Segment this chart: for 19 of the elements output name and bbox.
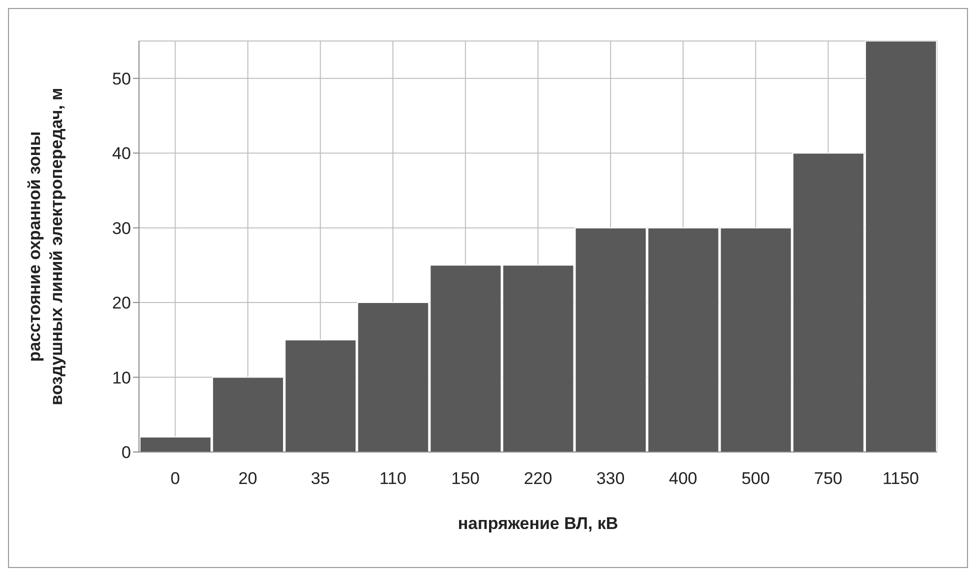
y-tick-label: 30 (112, 218, 131, 238)
x-tick-label: 500 (741, 469, 770, 488)
y-tick-label: 40 (112, 144, 131, 164)
x-tick-label: 330 (596, 469, 625, 488)
x-tick-label: 1150 (882, 469, 920, 488)
y-tick-label: 10 (112, 368, 131, 388)
x-tick-label: 220 (524, 469, 552, 488)
y-tick-label: 20 (112, 294, 131, 313)
x-tick-label: 110 (379, 469, 406, 488)
x-tick-label: 35 (310, 469, 330, 488)
y-tick-label: 50 (112, 69, 131, 88)
x-tick-label: 0 (170, 469, 180, 488)
x-tick-label: 20 (238, 469, 258, 488)
x-tick-label: 400 (668, 469, 698, 488)
x-tick-label: 150 (451, 469, 480, 488)
x-axis-title: напряжение ВЛ, кВ (458, 514, 618, 533)
x-tick-label: 750 (814, 469, 842, 488)
y-tick-label: 0 (122, 443, 131, 462)
y-axis-title: расстояние охранной зоны воздушных линий электропередач, м (25, 88, 66, 406)
